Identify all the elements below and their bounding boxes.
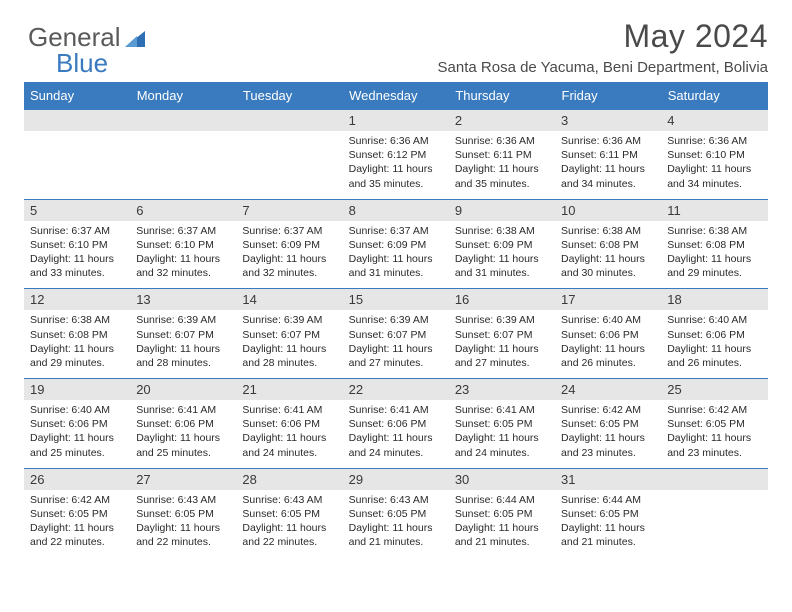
day-number-cell: 1 [343,110,449,132]
weekday-header: Sunday [24,82,130,110]
day-number-cell: 5 [24,199,130,221]
calendar-table: Sunday Monday Tuesday Wednesday Thursday… [24,82,768,557]
calendar-body: 1234 Sunrise: 6:36 AMSunset: 6:12 PMDayl… [24,110,768,558]
day-detail-cell [130,131,236,199]
day-detail-cell: Sunrise: 6:42 AMSunset: 6:05 PMDaylight:… [24,490,130,558]
weekday-header: Thursday [449,82,555,110]
day-detail-cell: Sunrise: 6:38 AMSunset: 6:09 PMDaylight:… [449,221,555,289]
day-number-cell: 15 [343,289,449,311]
day-detail-cell: Sunrise: 6:41 AMSunset: 6:06 PMDaylight:… [236,400,342,468]
day-detail-cell: Sunrise: 6:36 AMSunset: 6:10 PMDaylight:… [661,131,767,199]
day-number-cell: 10 [555,199,661,221]
day-detail-cell [24,131,130,199]
day-detail-cell: Sunrise: 6:40 AMSunset: 6:06 PMDaylight:… [661,310,767,378]
day-number-cell: 4 [661,110,767,132]
weekday-header: Saturday [661,82,767,110]
day-number-row: 12131415161718 [24,289,768,311]
day-detail-row: Sunrise: 6:40 AMSunset: 6:06 PMDaylight:… [24,400,768,468]
day-detail-cell: Sunrise: 6:44 AMSunset: 6:05 PMDaylight:… [449,490,555,558]
day-detail-row: Sunrise: 6:38 AMSunset: 6:08 PMDaylight:… [24,310,768,378]
day-detail-cell: Sunrise: 6:39 AMSunset: 6:07 PMDaylight:… [236,310,342,378]
day-number-cell: 14 [236,289,342,311]
day-number-cell: 6 [130,199,236,221]
day-detail-cell: Sunrise: 6:44 AMSunset: 6:05 PMDaylight:… [555,490,661,558]
day-number-cell: 17 [555,289,661,311]
day-number-row: 1234 [24,110,768,132]
day-detail-cell: Sunrise: 6:37 AMSunset: 6:10 PMDaylight:… [130,221,236,289]
brand-text: General Blue [28,22,149,85]
day-number-cell: 11 [661,199,767,221]
day-number-cell: 21 [236,379,342,401]
day-detail-cell: Sunrise: 6:36 AMSunset: 6:11 PMDaylight:… [555,131,661,199]
day-number-cell: 3 [555,110,661,132]
day-detail-cell: Sunrise: 6:36 AMSunset: 6:12 PMDaylight:… [343,131,449,199]
day-detail-cell: Sunrise: 6:37 AMSunset: 6:09 PMDaylight:… [343,221,449,289]
day-number-cell: 29 [343,468,449,490]
day-number-cell [24,110,130,132]
day-detail-cell: Sunrise: 6:37 AMSunset: 6:09 PMDaylight:… [236,221,342,289]
day-detail-cell: Sunrise: 6:40 AMSunset: 6:06 PMDaylight:… [555,310,661,378]
day-detail-cell: Sunrise: 6:39 AMSunset: 6:07 PMDaylight:… [343,310,449,378]
day-number-cell: 19 [24,379,130,401]
day-detail-cell: Sunrise: 6:38 AMSunset: 6:08 PMDaylight:… [555,221,661,289]
day-detail-cell: Sunrise: 6:39 AMSunset: 6:07 PMDaylight:… [130,310,236,378]
day-number-cell: 27 [130,468,236,490]
day-detail-cell: Sunrise: 6:43 AMSunset: 6:05 PMDaylight:… [130,490,236,558]
day-number-cell: 22 [343,379,449,401]
day-number-cell: 18 [661,289,767,311]
day-detail-cell [661,490,767,558]
day-number-cell: 16 [449,289,555,311]
day-detail-cell: Sunrise: 6:38 AMSunset: 6:08 PMDaylight:… [24,310,130,378]
page: General Blue May 2024 Santa Rosa de Yacu… [0,0,792,612]
day-number-cell: 28 [236,468,342,490]
day-number-cell: 2 [449,110,555,132]
day-number-cell: 25 [661,379,767,401]
day-detail-row: Sunrise: 6:37 AMSunset: 6:10 PMDaylight:… [24,221,768,289]
brand-logo: General Blue [28,22,149,85]
day-number-cell: 12 [24,289,130,311]
day-detail-cell: Sunrise: 6:43 AMSunset: 6:05 PMDaylight:… [343,490,449,558]
day-detail-row: Sunrise: 6:42 AMSunset: 6:05 PMDaylight:… [24,490,768,558]
day-detail-cell: Sunrise: 6:42 AMSunset: 6:05 PMDaylight:… [661,400,767,468]
day-detail-cell: Sunrise: 6:38 AMSunset: 6:08 PMDaylight:… [661,221,767,289]
weekday-header: Monday [130,82,236,110]
brand-part2: Blue [56,48,108,78]
weekday-header: Tuesday [236,82,342,110]
day-number-cell: 31 [555,468,661,490]
day-number-cell: 13 [130,289,236,311]
day-number-cell: 24 [555,379,661,401]
weekday-header-row: Sunday Monday Tuesday Wednesday Thursday… [24,82,768,110]
day-number-cell: 20 [130,379,236,401]
brand-sail-icon [123,29,149,54]
day-number-row: 262728293031 [24,468,768,490]
day-detail-cell: Sunrise: 6:41 AMSunset: 6:05 PMDaylight:… [449,400,555,468]
day-detail-cell: Sunrise: 6:36 AMSunset: 6:11 PMDaylight:… [449,131,555,199]
day-detail-row: Sunrise: 6:36 AMSunset: 6:12 PMDaylight:… [24,131,768,199]
day-number-cell: 30 [449,468,555,490]
day-number-cell: 26 [24,468,130,490]
day-number-row: 567891011 [24,199,768,221]
day-detail-cell: Sunrise: 6:37 AMSunset: 6:10 PMDaylight:… [24,221,130,289]
day-number-cell [130,110,236,132]
day-detail-cell: Sunrise: 6:43 AMSunset: 6:05 PMDaylight:… [236,490,342,558]
day-detail-cell: Sunrise: 6:39 AMSunset: 6:07 PMDaylight:… [449,310,555,378]
day-number-cell: 9 [449,199,555,221]
day-number-cell: 23 [449,379,555,401]
day-number-cell [661,468,767,490]
day-number-cell: 7 [236,199,342,221]
day-detail-cell: Sunrise: 6:41 AMSunset: 6:06 PMDaylight:… [343,400,449,468]
day-number-cell: 8 [343,199,449,221]
day-detail-cell: Sunrise: 6:41 AMSunset: 6:06 PMDaylight:… [130,400,236,468]
weekday-header: Wednesday [343,82,449,110]
weekday-header: Friday [555,82,661,110]
day-number-row: 19202122232425 [24,379,768,401]
day-number-cell [236,110,342,132]
day-detail-cell: Sunrise: 6:42 AMSunset: 6:05 PMDaylight:… [555,400,661,468]
day-detail-cell: Sunrise: 6:40 AMSunset: 6:06 PMDaylight:… [24,400,130,468]
day-detail-cell [236,131,342,199]
